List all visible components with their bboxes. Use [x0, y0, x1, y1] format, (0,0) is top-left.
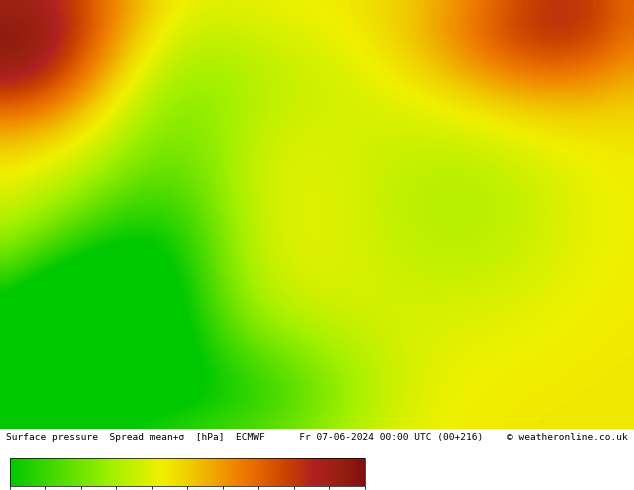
- Text: © weatheronline.co.uk: © weatheronline.co.uk: [507, 434, 628, 442]
- Text: Surface pressure  Spread mean+σ  [hPa]  ECMWF      Fr 07-06-2024 00:00 UTC (00+2: Surface pressure Spread mean+σ [hPa] ECM…: [6, 434, 484, 442]
